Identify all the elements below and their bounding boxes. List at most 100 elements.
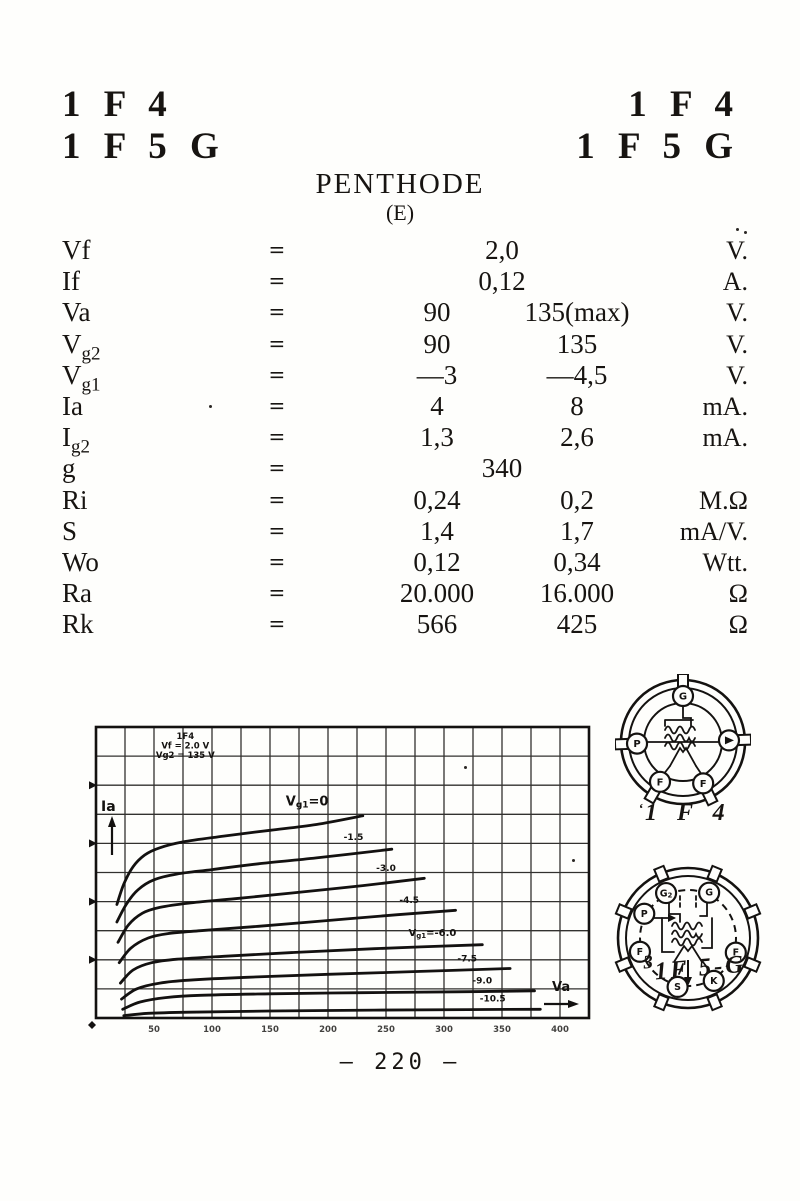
- spec-value-col2: 425: [556, 609, 598, 640]
- x-axis-tick-labels: 50 100 150 200 250 300 350 400: [148, 1025, 569, 1035]
- octal-key-arrowhead-icon: [684, 977, 692, 986]
- x-tick-label: 200: [319, 1025, 337, 1035]
- base-lug: [706, 864, 724, 884]
- spec-unit: Ω: [728, 579, 748, 609]
- base-lug: [614, 956, 634, 974]
- spec-unit: mA/V.: [679, 516, 748, 546]
- electrode-stroke: [664, 719, 694, 727]
- tube-model-line: 1 F 5 G: [576, 126, 740, 167]
- spec-value-col1: 20.000: [399, 578, 475, 609]
- spec-row: Ri = 0,24 0,2 M.Ω: [62, 484, 748, 518]
- ink-speck: [209, 405, 212, 408]
- x-tick-label: 400: [551, 1025, 569, 1035]
- spec-table: Vf = 2,0 V. If = 0,12 A. Va = 90 135(max) V. Vg2 = 90 13…: [62, 237, 748, 642]
- pin-label: P: [633, 739, 640, 750]
- origin-diamond-icon: [88, 1021, 96, 1029]
- spec-row: Rk = 566 425 Ω: [62, 611, 748, 642]
- page-number: — 220 —: [339, 1050, 461, 1075]
- tube-model-header-right: 1 F 4 1 F 5 G: [576, 84, 740, 168]
- equals-sign: =: [269, 330, 285, 357]
- spec-value-col1: 566: [416, 609, 458, 640]
- pin-label: S: [674, 982, 681, 993]
- ink-speck: [744, 231, 747, 234]
- pin-label: G: [705, 888, 713, 899]
- spec-param: Ra: [62, 578, 92, 609]
- ink-stray-mark: ‘: [638, 802, 644, 817]
- characteristic-curve: [115, 847, 394, 924]
- equals-sign: =: [269, 580, 285, 606]
- spec-value-col1: 90: [423, 328, 451, 359]
- spec-unit: M.Ω: [699, 485, 748, 515]
- spec-value-col1: 0,24: [413, 484, 461, 515]
- base-lug: [614, 902, 634, 920]
- characteristic-curve: [121, 989, 536, 1011]
- ink-speck: [464, 766, 467, 769]
- spec-value-col2: 2,6: [560, 422, 594, 453]
- spec-param: Vg1: [62, 359, 101, 396]
- spec-unit: mA.: [702, 391, 749, 421]
- spec-row: Va = 90 135(max) V.: [62, 299, 748, 330]
- pin-circle: [724, 941, 747, 964]
- characteristics-chart: 50 100 150 200 250 300 350 400 1F4 Vf = 2.0 V Vg2 …: [88, 723, 600, 1041]
- equals-sign: =: [269, 268, 285, 295]
- x-axis-label: Va: [552, 980, 570, 995]
- pin-circle: [625, 732, 649, 755]
- spec-row: Ra = 20.000 16.000 Ω: [62, 580, 748, 611]
- y-tick-arrow-icon: [89, 839, 97, 848]
- curves-group: [115, 814, 542, 1018]
- y-tick-arrow-icon: [89, 955, 97, 964]
- pin-circle: [654, 881, 678, 905]
- curve-label: -4.5: [399, 896, 419, 906]
- electrode-stroke: [669, 746, 697, 767]
- spec-value-col1: 0,12: [413, 546, 461, 577]
- equals-sign: =: [269, 549, 285, 575]
- spec-value-col1: 90: [423, 297, 451, 328]
- spec-param: g: [62, 453, 76, 484]
- tube-model-header-left: 1 F 4 1 F 5 G: [62, 84, 226, 168]
- connection-arrow-icon: [668, 914, 676, 922]
- spec-param: Vg2: [62, 328, 101, 364]
- base-lug: [742, 956, 762, 974]
- x-tick-label: 350: [493, 1025, 511, 1035]
- pin-circle: [698, 881, 721, 904]
- spec-value-col2: 16.000: [539, 578, 615, 609]
- equals-sign: =: [269, 455, 285, 482]
- y-axis-arrowhead-icon: [108, 816, 116, 827]
- spec-row: Vg2 = 90 135 V.: [62, 328, 748, 364]
- electrode-stroke: [682, 704, 692, 727]
- electrode-stroke: [673, 944, 703, 963]
- spec-param: S: [62, 515, 78, 546]
- base-outer-ring: [616, 866, 760, 1010]
- spec-value-col2: 8: [570, 390, 584, 421]
- tube-base-pinout-1f5g: G2 G P F F S K: [614, 864, 762, 1012]
- pin-circle: [628, 940, 652, 963]
- spec-row: Wo = 0,12 0,34 Wtt.: [62, 546, 748, 580]
- internal-electrodes-sketch: [647, 704, 719, 776]
- spec-value-col1: 1,4: [420, 515, 454, 546]
- base-middle-ring: [625, 875, 751, 1001]
- electrode-stroke: [671, 921, 703, 931]
- spec-unit: V.: [726, 360, 748, 390]
- characteristic-curve: [120, 967, 512, 1001]
- x-tick-label: 150: [261, 1025, 279, 1035]
- y-axis-tick-arrows: [89, 781, 97, 964]
- electrode-stroke: [678, 963, 684, 975]
- x-axis-arrowhead-icon: [568, 1000, 579, 1008]
- spec-row: S = 1,4 1,7 mA/V.: [62, 515, 748, 549]
- spec-value-shared: 340: [481, 453, 523, 484]
- base-lug: [742, 902, 762, 920]
- ink-speck: [572, 859, 575, 862]
- curve-label: -7.5: [457, 954, 477, 964]
- spec-value-col2: 135(max): [524, 297, 630, 328]
- pin-label: F: [733, 948, 740, 959]
- y-tick-arrow-icon: [89, 897, 97, 906]
- characteristic-curve: [119, 943, 484, 985]
- ink-stray-mark: 3: [642, 951, 654, 974]
- pin-circle: [666, 975, 689, 999]
- ink-speck: [736, 228, 739, 231]
- socket-diagram-1f4: G P F F: [613, 673, 753, 810]
- electrode-stroke: [671, 929, 703, 939]
- tube-model-line: 1 F 4: [628, 84, 740, 125]
- spec-unit: mA.: [702, 423, 749, 453]
- pin-circle: [692, 772, 715, 795]
